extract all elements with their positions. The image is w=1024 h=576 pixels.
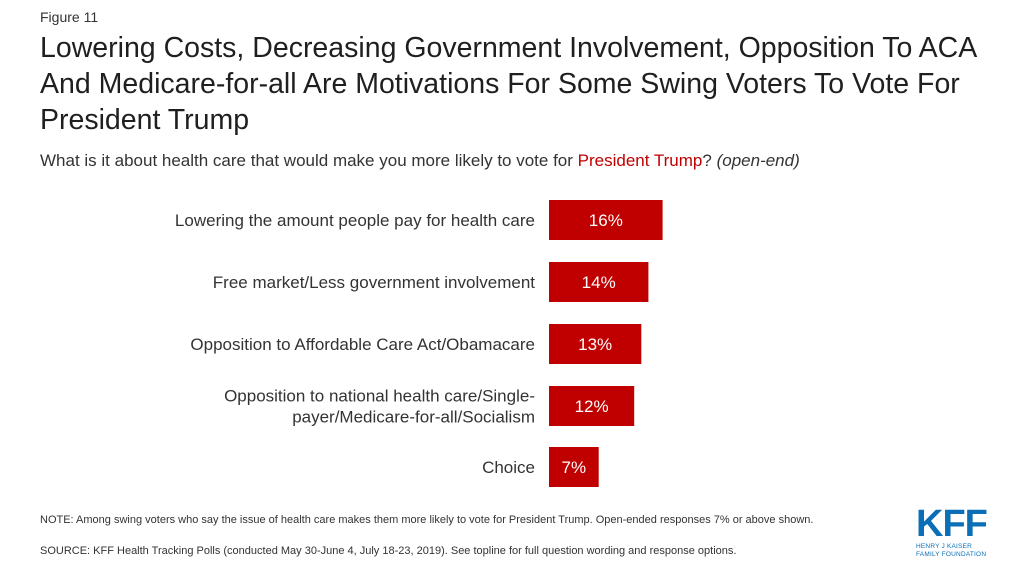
bar-4 (549, 447, 599, 487)
category-label-3: Opposition to national health care/Singl… (224, 387, 535, 427)
category-label-line: Lowering the amount people pay for healt… (175, 211, 535, 230)
bar-0 (549, 200, 663, 240)
category-label-line: payer/Medicare-for-all/Socialism (292, 408, 535, 427)
category-label-4: Choice (482, 458, 535, 477)
chart-title: Lowering Costs, Decreasing Government In… (40, 32, 976, 136)
bar-1 (549, 262, 649, 302)
subtitle-italic: (open-end) (716, 151, 800, 170)
chart-note: NOTE: Among swing voters who say the iss… (40, 514, 814, 526)
bar-value-label-4: 7% (562, 458, 587, 477)
subtitle-highlight: President Trump (577, 151, 703, 170)
category-label-line: Free market/Less government involvement (213, 273, 535, 292)
bar-3 (549, 386, 635, 426)
bar-chart: 16% Lowering the amount people pay for he… (175, 200, 663, 487)
bar-2 (549, 324, 642, 364)
bar-value-label-1: 14% (582, 273, 616, 292)
subtitle-text-after: ? (702, 151, 717, 170)
figure-label: Figure 11 (40, 9, 99, 25)
bar-value-label-0: 16% (589, 211, 623, 230)
subtitle-text: What is it about health care that would … (40, 151, 578, 170)
category-label-line: Opposition to Affordable Care Act/Obamac… (190, 335, 535, 354)
category-label-2: Opposition to Affordable Care Act/Obamac… (190, 335, 535, 354)
bar-value-label-3: 12% (575, 397, 609, 416)
kff-logo: KFF HENRY J KAISER FAMILY FOUNDATION (916, 503, 992, 558)
logo-line-1: HENRY J KAISER (916, 543, 973, 550)
category-label-0: Lowering the amount people pay for healt… (175, 211, 535, 230)
logo-mark: KFF (916, 503, 988, 545)
category-label-line: Opposition to national health care/Singl… (224, 387, 535, 406)
logo-line-2: FAMILY FOUNDATION (916, 550, 987, 558)
chart-source: SOURCE: KFF Health Tracking Polls (condu… (40, 545, 737, 557)
chart-subtitle: What is it about health care that would … (40, 151, 800, 171)
category-label-1: Free market/Less government involvement (213, 273, 535, 292)
category-label-line: Choice (482, 458, 535, 477)
bar-value-label-2: 13% (578, 335, 612, 354)
